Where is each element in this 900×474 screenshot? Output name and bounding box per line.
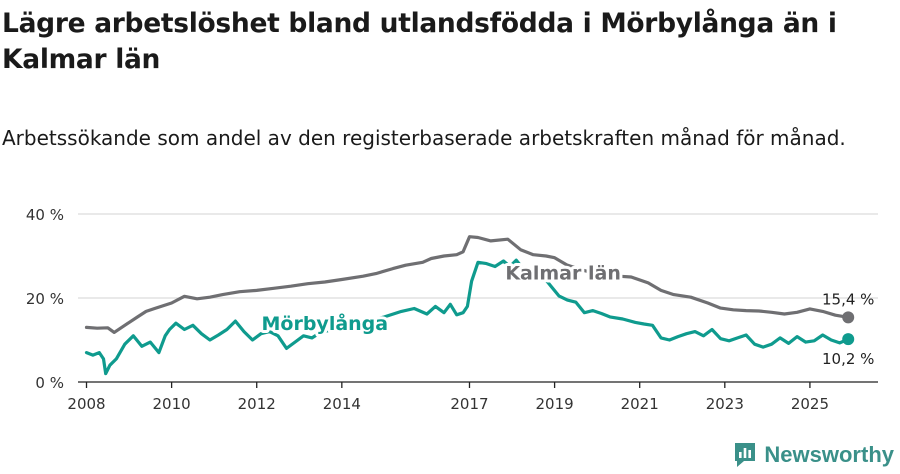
series-annotation: Kalmar län (505, 263, 621, 285)
x-tick-label: 2014 (323, 395, 361, 413)
series-line-morbylanga (84, 258, 850, 376)
x-tick-label: 2008 (67, 395, 105, 413)
series-end-label: 10,2 % (822, 350, 874, 368)
x-tick-label: 2010 (153, 395, 191, 413)
x-tick-label: 2021 (621, 395, 659, 413)
x-tick-label: 2012 (238, 395, 276, 413)
x-tick-label: 2019 (536, 395, 574, 413)
newsworthy-logo-icon (735, 443, 756, 467)
y-tick-label: 20 % (26, 290, 64, 308)
x-tick-label: 2017 (450, 395, 488, 413)
series-annotation: Mörbylånga (262, 311, 389, 335)
x-tick-label: 2025 (791, 395, 829, 413)
y-tick-label: 0 % (35, 374, 64, 392)
brand-name: Newsworthy (764, 442, 894, 467)
y-tick-label: 40 % (26, 206, 64, 224)
brand-logo: Newsworthy (732, 440, 894, 470)
series-end-label: 15,4 % (822, 290, 874, 308)
line-chart: 0 % 20 % 40 % 2008 2010 2012 2014 2017 2019 2021 2… (26, 206, 878, 413)
chart-title: Lägre arbetslöshet bland utlandsfödda i … (2, 8, 837, 75)
series-end-point (842, 333, 855, 346)
series-end-point (842, 311, 855, 324)
x-tick-label: 2023 (706, 395, 744, 413)
series-line-kalmar-lan (84, 235, 850, 334)
chart-subtitle: Arbetssökande som andel av den registerb… (2, 126, 846, 150)
